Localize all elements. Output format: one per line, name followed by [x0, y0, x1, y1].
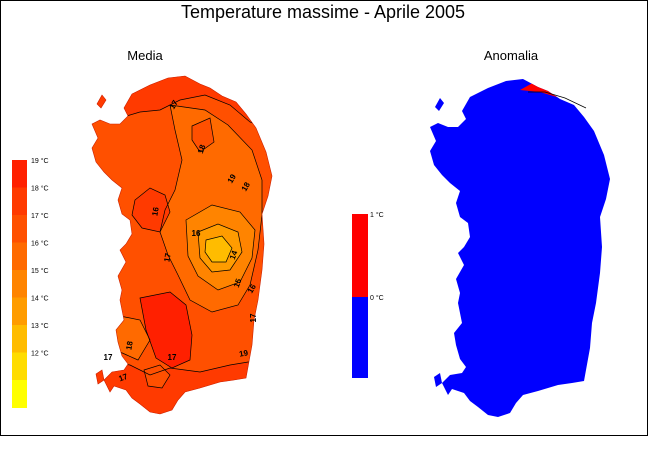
figure-title: Temperature massime - Aprile 2005 — [180, 2, 466, 22]
anomalia-map-title: Anomalia — [483, 48, 539, 63]
legend-label: 15 °C — [31, 267, 49, 275]
legend-swatch — [12, 187, 27, 216]
legend-swatch — [352, 214, 368, 297]
contour-label: 16 — [192, 229, 201, 238]
legend-label: 13 °C — [31, 322, 49, 330]
legend-swatch — [12, 242, 27, 271]
anomalia-map — [430, 79, 610, 417]
legend-swatch — [12, 325, 27, 353]
legend-swatch — [12, 270, 27, 298]
contour-label: 17 — [162, 252, 173, 263]
legend-label: 1 °C — [370, 211, 384, 219]
contour-label: 14 — [228, 249, 240, 261]
figure-frame — [0, 0, 648, 436]
legend-swatch — [12, 160, 27, 188]
contour-label: 15 — [232, 277, 244, 289]
anomalia-legend: 1 °C 0 °C — [352, 211, 384, 378]
legend-label: 18 °C — [31, 185, 49, 193]
legend-label: 19 °C — [31, 157, 49, 165]
contour-label: 18 — [124, 340, 135, 351]
contour-label: 19 — [238, 348, 249, 359]
contour-label: 17 — [249, 313, 258, 322]
legend-swatch — [12, 215, 27, 243]
legend-label: 0 °C — [370, 294, 384, 302]
anomaly-negative-area — [430, 79, 610, 417]
legend-swatch — [12, 297, 27, 326]
legend-swatch — [12, 352, 27, 381]
legend-label: 16 °C — [31, 240, 49, 248]
media-map-title: Media — [127, 48, 163, 63]
contour-label: 18 — [196, 143, 208, 155]
legend-label: 12 °C — [31, 350, 49, 358]
legend-label: 14 °C — [31, 295, 49, 303]
legend-swatch — [352, 297, 368, 378]
contour-label: 17 — [104, 353, 113, 362]
legend-swatch — [12, 380, 27, 408]
contour-label: 16 — [150, 206, 161, 217]
legend-label: 17 °C — [31, 212, 49, 220]
media-legend: 19 °C 18 °C 17 °C 16 °C 15 °C 14 °C 13 °C 12 °C — [12, 157, 49, 408]
contour-label: 17 — [168, 353, 177, 362]
contour-label: 17 — [117, 372, 129, 384]
